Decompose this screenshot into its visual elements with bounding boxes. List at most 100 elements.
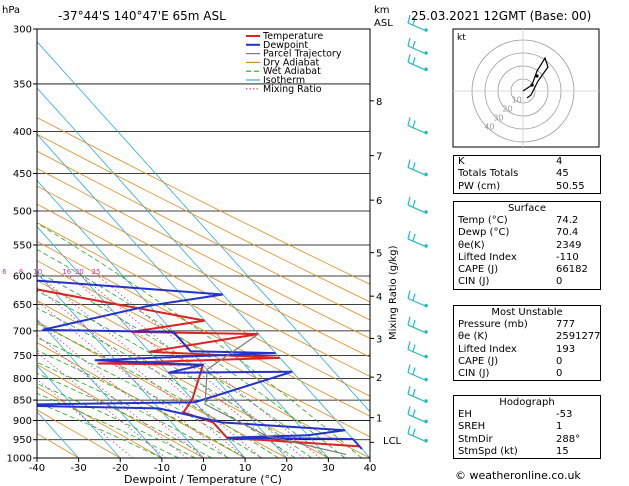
isotherm-line xyxy=(37,41,370,413)
hodograph-unit: kt xyxy=(457,33,466,43)
wind-barb-flag xyxy=(412,293,416,301)
wet-adiabat xyxy=(37,350,246,458)
surface-row: Temp (°C) 74.2 xyxy=(458,215,579,226)
y-tick-label: 650 xyxy=(13,300,32,311)
most-unstable-row: CAPE (J) 0 xyxy=(458,355,563,367)
wind-barb-dot xyxy=(424,419,428,424)
wind-barb-flag xyxy=(407,290,411,299)
wind-barb xyxy=(407,166,425,176)
y-tick-label: 900 xyxy=(13,416,32,427)
km-tick-label: 6 xyxy=(376,196,382,207)
dry-adiabat xyxy=(37,203,370,377)
wind-barb-dot xyxy=(424,210,428,214)
wet-adiabat xyxy=(37,271,329,458)
y-tick-label: 400 xyxy=(13,127,32,138)
wind-barb-flag xyxy=(407,385,411,395)
hodograph-row: StmSpd (kt) 15 xyxy=(458,445,569,457)
wind-barb xyxy=(407,348,425,358)
wind-barb-flag xyxy=(412,17,416,26)
wind-barb-flag xyxy=(412,409,416,417)
mixing-ratio-label: 8 xyxy=(19,268,23,276)
wet-adiabat xyxy=(37,372,212,458)
wind-barb xyxy=(407,124,425,134)
wet-adiabat xyxy=(37,402,163,458)
dry-adiabat xyxy=(37,133,370,303)
most-unstable-row: Pressure (mb) 777 xyxy=(458,319,576,330)
surface-title: Surface xyxy=(507,203,547,214)
wind-barb-dot xyxy=(424,330,428,334)
isotherm-line xyxy=(37,272,204,458)
legend-label: Parcel Trajectory xyxy=(263,49,342,60)
most-unstable-title: Most Unstable xyxy=(491,307,563,318)
dry-adiabat xyxy=(37,117,370,285)
wind-barb xyxy=(407,45,425,54)
km-tick-label: 3 xyxy=(376,334,382,345)
surface-table: Surface Temp (°C) 74.2 Dewp (°C) 70.4 θe(K… xyxy=(453,201,601,290)
hodograph-storm-dot xyxy=(530,83,534,87)
wind-barb-flag xyxy=(412,162,416,170)
dry-adiabat xyxy=(37,300,329,458)
surface-row: θe(K) 2349 xyxy=(458,239,582,251)
chart-title: -37°44'S 140°47'E 65m ASL xyxy=(58,9,226,23)
mixing-ratio-line xyxy=(37,286,246,458)
y-tick-label: 350 xyxy=(13,79,32,90)
legend-label: Mixing Ratio xyxy=(263,84,322,95)
most-unstable-row: CIN (J) 0 xyxy=(458,368,563,380)
wind-barb-flag xyxy=(407,14,411,24)
x-axis-label: Dewpoint / Temperature (°C) xyxy=(124,473,282,486)
isotherm-line xyxy=(37,226,246,458)
wind-barb-flag xyxy=(412,120,416,128)
wind-barb-flag xyxy=(407,54,411,63)
wind-barb-flag xyxy=(407,37,411,47)
wind-barb-flag xyxy=(412,428,416,436)
mixing-ratio-label: 6 xyxy=(2,268,7,276)
x-tick-label: -40 xyxy=(29,463,45,474)
wind-barb-dot xyxy=(424,244,428,248)
isotherm-line xyxy=(37,318,163,458)
wind-barb-flag xyxy=(412,344,416,352)
dry-adiabat xyxy=(37,320,287,458)
y-tick-label: 950 xyxy=(13,435,32,446)
wind-barb-flag xyxy=(407,364,411,373)
hodograph-trace xyxy=(522,56,549,99)
hodograph-ring-label: 40 xyxy=(484,123,494,132)
dry-adiabat xyxy=(37,222,370,397)
x-tick-label: 0 xyxy=(200,463,206,474)
wind-barb xyxy=(407,393,425,402)
x-tick-label: -30 xyxy=(70,463,86,474)
wind-barb-flag xyxy=(407,341,411,350)
dry-adiabat xyxy=(37,279,370,458)
km-tick-label: 4 xyxy=(376,292,382,303)
km-label-line2: ASL xyxy=(374,18,393,29)
hodograph-row: EH -53 xyxy=(458,409,573,420)
hpa-label: hPa xyxy=(2,5,20,16)
wind-barb xyxy=(407,324,425,333)
wind-barb xyxy=(407,413,425,423)
x-tick-label: -20 xyxy=(112,463,128,474)
hodograph-title: Hodograph xyxy=(499,397,555,408)
wind-barb-flag xyxy=(412,233,416,242)
wind-barb-flag xyxy=(412,367,416,375)
dry-adiabat xyxy=(37,240,370,417)
wind-barb-dot xyxy=(424,67,428,72)
series-dewpoint xyxy=(37,279,363,450)
wind-barb-flag xyxy=(407,230,411,240)
x-tick-label: 30 xyxy=(322,463,335,474)
wind-barb-dot xyxy=(424,51,428,55)
hodograph-row: StmDir 288° xyxy=(458,433,581,445)
wind-barb-flag xyxy=(407,316,411,326)
wind-barb-dot xyxy=(424,399,428,403)
datetime: 25.03.2021 12GMT (Base: 00) xyxy=(411,9,591,23)
hodograph-table: Hodograph EH -53 SREH 1 StmDir 288° StmSpd … xyxy=(453,395,601,460)
surface-row: Lifted Index -110 xyxy=(458,251,579,263)
wind-barb-dot xyxy=(424,377,428,382)
km-tick-label: 8 xyxy=(376,97,382,108)
y-tick-label: 850 xyxy=(13,396,32,407)
credit: © weatheronline.co.uk xyxy=(455,469,581,482)
wind-barb-dot xyxy=(424,172,428,177)
lcl-label: LCL xyxy=(383,436,402,447)
hodograph-ring-label: 30 xyxy=(493,114,503,123)
wind-barb xyxy=(407,297,425,307)
